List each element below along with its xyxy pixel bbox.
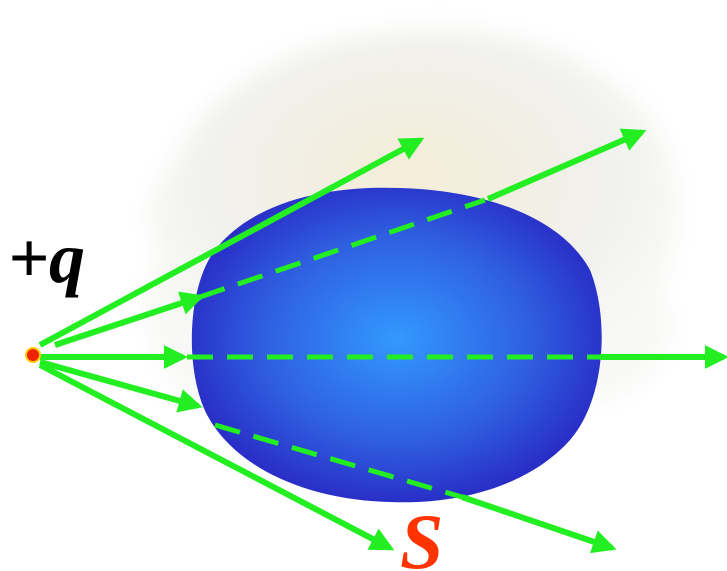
field-line-hidden	[214, 422, 463, 500]
field-line	[461, 494, 617, 554]
field-line	[38, 362, 395, 551]
field-line-hidden	[199, 197, 486, 300]
charge-label: +q	[8, 218, 85, 298]
closed-surface	[191, 187, 602, 503]
field-line	[38, 137, 425, 348]
point-charge	[25, 347, 41, 363]
field-line	[39, 359, 203, 413]
field-line	[486, 128, 647, 202]
field-lines	[38, 128, 727, 554]
surface-label: S	[400, 498, 443, 571]
field-line	[54, 291, 205, 348]
